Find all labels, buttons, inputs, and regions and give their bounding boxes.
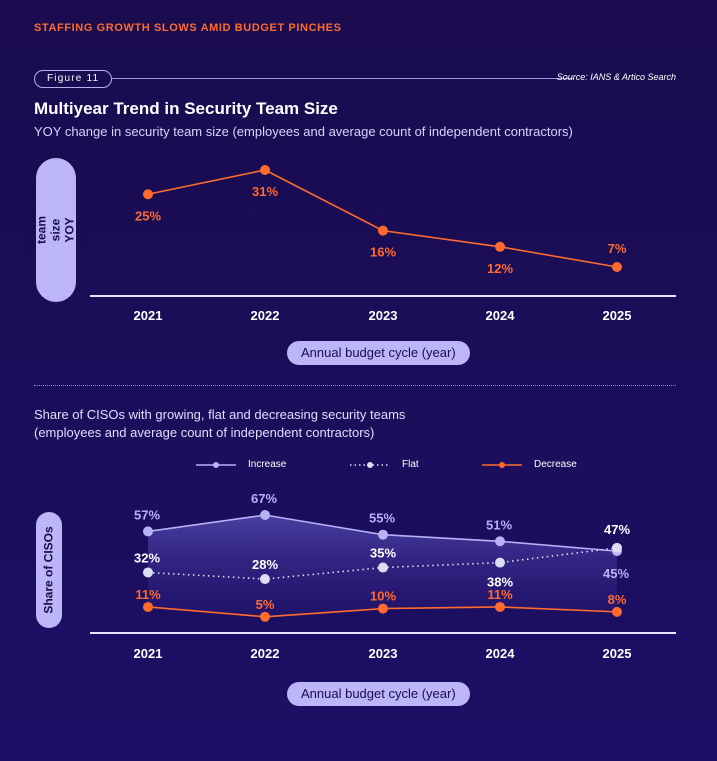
chart2-x-axis (90, 632, 676, 634)
legend-item-decrease: Decrease (482, 459, 577, 470)
chart1-xlabel: Annual budget cycle (year) (287, 341, 470, 365)
chart2-decrease-label-2024: 11% (487, 587, 513, 602)
chart2-legend: Increase Flat Decrease (0, 459, 717, 475)
section-divider (34, 385, 676, 386)
chart2-ylabel: Share of CISOs (36, 512, 62, 628)
chart2-tick-2025: 2025 (603, 646, 632, 661)
chart2-flat-point-2021 (143, 567, 153, 578)
chart2-flat-point-2024 (495, 557, 505, 568)
figure-rule (112, 78, 574, 79)
legend-flat-swatch (350, 461, 390, 468)
chart2-tick-2021: 2021 (134, 646, 163, 661)
chart1-tick-2023: 2023 (369, 308, 398, 323)
chart2-xlabel: Annual budget cycle (year) (287, 682, 470, 706)
chart1-tick-2021: 2021 (134, 308, 163, 323)
source-note: Source: IANS & Artico Search (556, 72, 676, 82)
chart2-tick-2023: 2023 (369, 646, 398, 661)
chart1-title: Multiyear Trend in Security Team Size (34, 99, 338, 118)
chart1-data-label-2025: 7% (608, 241, 627, 256)
chart2-flat-point-2022 (260, 574, 270, 585)
legend-decrease-swatch (482, 461, 522, 468)
chart2-flat-point-2023 (378, 562, 388, 573)
chart2-decrease-point-2023 (378, 603, 388, 614)
chart2-increase-label-2024: 51% (486, 517, 512, 532)
chart1-data-label-2023: 16% (370, 245, 396, 260)
chart1-data-label-2024: 12% (487, 261, 513, 276)
kicker-title: STAFFING GROWTH SLOWS AMID BUDGET PINCHE… (34, 22, 342, 34)
chart2-increase-label-2021: 57% (134, 507, 160, 522)
chart2-increase-label-2022: 67% (251, 491, 277, 506)
chart2-decrease-label-2025: 8% (608, 592, 627, 607)
figure-header: Figure 11 Source: IANS & Artico Search (34, 70, 676, 88)
chart1-tick-2024: 2024 (486, 308, 516, 323)
chart2-decrease-label-2022: 5% (256, 597, 275, 612)
chart1-point-2021 (143, 189, 153, 200)
chart1-ylabel: Security team size YOY change (21, 158, 91, 302)
chart1-tick-2025: 2025 (603, 308, 632, 323)
chart2-decrease-point-2021 (143, 601, 153, 612)
chart2-flat-label-2021: 32% (134, 550, 160, 565)
chart2-tick-2022: 2022 (251, 646, 280, 661)
chart1-data-label-2021: 25% (135, 208, 161, 223)
figure-label: Figure 11 (34, 70, 113, 88)
legend-flat-label: Flat (402, 459, 419, 470)
chart2-increase-label-2023: 55% (369, 511, 395, 526)
chart2-decrease-point-2022 (260, 611, 270, 622)
legend-increase-swatch (196, 461, 236, 468)
chart2-tick-2024: 2024 (486, 646, 516, 661)
legend-decrease-label: Decrease (534, 459, 577, 470)
chart2-flat-label-2024: 38% (487, 575, 513, 590)
chart2-flat-label-2025: 47% (604, 522, 630, 537)
chart1-tick-2022: 2022 (251, 308, 280, 323)
chart2-increase-point-2021 (143, 526, 153, 537)
chart2-decrease-point-2025 (612, 606, 622, 617)
chart1-point-2024 (495, 241, 505, 252)
chart2-increase-point-2024 (495, 536, 505, 547)
chart2-increase-point-2023 (378, 529, 388, 540)
chart2-flat-label-2022: 28% (252, 557, 278, 572)
legend-item-flat: Flat (350, 459, 419, 470)
chart2-flat-label-2023: 35% (370, 546, 396, 561)
chart2-flat-point-2025 (612, 542, 622, 553)
legend-item-increase: Increase (196, 459, 286, 470)
chart2-title: Share of CISOs with growing, flat and de… (34, 407, 406, 440)
chart1-point-2025 (612, 262, 622, 272)
chart2-decrease-label-2023: 10% (370, 589, 396, 604)
chart1-x-axis (90, 295, 676, 297)
chart2-increase-point-2022 (260, 510, 270, 520)
chart1-subtitle: YOY change in security team size (employ… (34, 124, 573, 139)
legend-increase-label: Increase (248, 459, 287, 470)
chart2-decrease-label-2021: 11% (135, 587, 161, 602)
chart2-increase-label-2025: 45% (603, 566, 629, 581)
chart2-decrease-point-2024 (495, 601, 505, 612)
chart1-data-label-2022: 31% (252, 184, 278, 199)
chart1-point-2022 (260, 165, 270, 175)
chart1-point-2023 (378, 225, 388, 236)
